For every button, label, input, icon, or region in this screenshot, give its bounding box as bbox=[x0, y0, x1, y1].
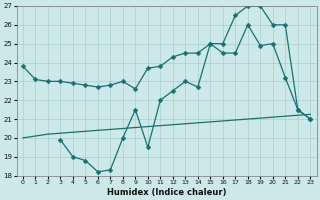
X-axis label: Humidex (Indice chaleur): Humidex (Indice chaleur) bbox=[107, 188, 226, 197]
